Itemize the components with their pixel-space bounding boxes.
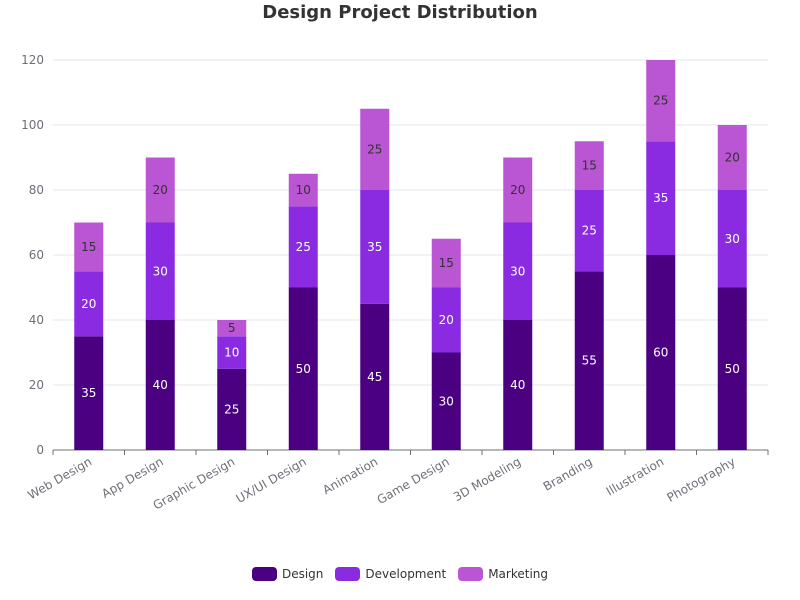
legend-label: Development: [365, 567, 447, 581]
y-tick-label: 100: [21, 118, 44, 132]
x-tick-label: Animation: [320, 454, 380, 497]
bar-segment-marketing[interactable]: [217, 320, 247, 337]
bar-segment-development[interactable]: [145, 222, 175, 321]
bar-data-label: 20: [439, 313, 454, 327]
chart-title: Design Project Distribution: [262, 2, 538, 23]
x-tick-label: 3D Modeling: [451, 454, 523, 504]
bar-data-label: 15: [81, 240, 96, 254]
bar-segment-development[interactable]: [74, 271, 104, 337]
bar-data-label: 15: [582, 159, 597, 173]
bar-segment-development[interactable]: [217, 336, 247, 369]
bar-segment-marketing[interactable]: [431, 238, 461, 288]
bar-data-label: 20: [510, 183, 525, 197]
bar-segment-design[interactable]: [717, 287, 747, 451]
x-tick-label: Branding: [541, 454, 595, 493]
bar-data-label: 20: [725, 151, 740, 165]
y-tick-label: 80: [29, 183, 44, 197]
legend-swatch: [335, 567, 361, 581]
bar-segment-marketing[interactable]: [503, 157, 533, 223]
bar-segment-development[interactable]: [717, 190, 747, 288]
bar-segment-design[interactable]: [431, 352, 461, 451]
legend-label: Design: [281, 567, 324, 581]
bar-segment-development[interactable]: [288, 206, 318, 288]
bar-segment-design[interactable]: [288, 287, 318, 451]
bar-data-label: 30: [725, 232, 740, 246]
bar-segment-design[interactable]: [217, 368, 247, 450]
bar-segment-development[interactable]: [574, 190, 604, 272]
bar-data-label: 35: [81, 386, 96, 400]
bar-data-label: 25: [367, 142, 382, 156]
bar-segment-development[interactable]: [646, 141, 676, 255]
bar-data-label: 10: [296, 183, 311, 197]
bar-segment-design[interactable]: [145, 320, 175, 450]
bar-segment-marketing[interactable]: [74, 222, 104, 272]
legend-label: Marketing: [488, 567, 549, 581]
bar-segment-development[interactable]: [431, 287, 461, 353]
bar-data-label: 20: [153, 183, 168, 197]
chart-legend: Design Development Marketing: [0, 567, 800, 581]
bar-segment-marketing[interactable]: [360, 108, 390, 190]
bar-data-label: 35: [653, 191, 668, 205]
bar-data-label: 30: [153, 264, 168, 278]
bar-data-label: 55: [582, 354, 597, 368]
bar-segment-marketing[interactable]: [145, 157, 175, 223]
legend-swatch: [251, 567, 277, 581]
y-tick-label: 0: [36, 443, 44, 457]
bar-data-label: 50: [296, 362, 311, 376]
bar-data-label: 40: [153, 378, 168, 392]
y-tick-label: 60: [29, 248, 44, 262]
x-tick-label: Photography: [665, 454, 738, 504]
bar-segment-marketing[interactable]: [717, 125, 747, 190]
bar-data-label: 20: [81, 297, 96, 311]
bar-data-label: 45: [367, 370, 382, 384]
bar-data-label: 30: [510, 264, 525, 278]
bar-segment-design[interactable]: [503, 320, 533, 450]
bar-data-label: 25: [582, 224, 597, 238]
bar-segment-marketing[interactable]: [574, 141, 604, 190]
bar-segment-design[interactable]: [574, 271, 604, 450]
bar-segment-marketing[interactable]: [288, 173, 318, 207]
bar-data-label: 10: [224, 346, 239, 360]
bar-data-label: 25: [653, 94, 668, 108]
y-tick-label: 40: [29, 313, 44, 327]
legend-item-marketing[interactable]: Marketing: [458, 567, 548, 581]
x-tick-label: App Design: [99, 454, 165, 500]
bar-data-label: 15: [439, 256, 454, 270]
bar-data-label: 50: [725, 362, 740, 376]
bar-data-label: 60: [653, 346, 668, 360]
bar-segment-design[interactable]: [360, 303, 390, 450]
y-tick-label: 20: [29, 378, 44, 392]
bar-segment-design[interactable]: [74, 336, 104, 450]
x-tick-label: Illustration: [604, 454, 666, 498]
legend-item-development[interactable]: Development: [335, 567, 446, 581]
bar-data-label: 40: [510, 378, 525, 392]
legend-item-design[interactable]: Design: [251, 567, 324, 581]
bar-segment-marketing[interactable]: [646, 60, 676, 142]
legend-swatch: [458, 567, 484, 581]
x-tick-label: UX/UI Design: [234, 454, 309, 505]
x-tick-label: Game Design: [375, 454, 452, 507]
bar-segment-development[interactable]: [503, 222, 533, 321]
y-tick-label: 120: [21, 53, 44, 67]
bar-data-label: 5: [228, 321, 236, 335]
bar-data-label: 35: [367, 240, 382, 254]
bar-segment-development[interactable]: [360, 190, 390, 304]
bar-data-label: 30: [439, 394, 454, 408]
x-tick-label: Web Design: [25, 454, 94, 502]
bar-data-label: 25: [296, 240, 311, 254]
bar-segment-design[interactable]: [646, 255, 676, 450]
bar-data-label: 25: [224, 402, 239, 416]
